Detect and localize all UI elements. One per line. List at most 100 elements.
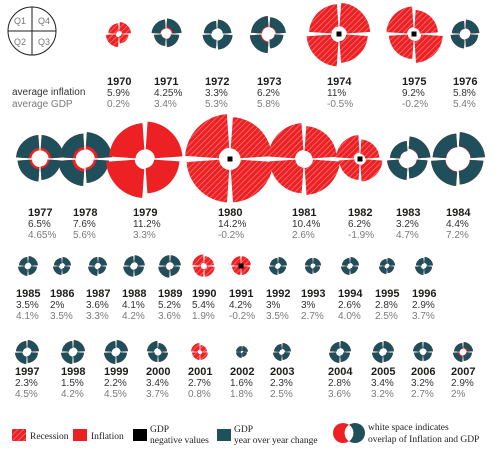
year-label-2005: 2005 (371, 366, 395, 378)
gdp-wedge-2003-q2 (273, 352, 282, 361)
inflation-wedge-1975-q3 (414, 34, 443, 63)
gdp-wedge-1995-q3 (387, 266, 395, 274)
inflation-value-1976: 5.8% (453, 88, 476, 99)
inflation-value-1994: 2.6% (338, 300, 361, 311)
year-label-2007: 2007 (451, 366, 475, 378)
inflation-value-1981: 10.4% (292, 219, 320, 230)
legend-gdp-swatch (217, 429, 231, 441)
gdp-wedge-2006-q1 (413, 342, 423, 352)
inflation-wedge-1990-q1 (192, 254, 204, 266)
inflation-value-2005: 3.4% (371, 378, 394, 389)
gdp-wedge-2002-q4 (242, 346, 248, 352)
gdp-wedge-1989-q1 (159, 255, 170, 266)
gdp-wedge-1992-q2 (269, 266, 278, 275)
gdp-wedge-1996-q1 (415, 257, 424, 266)
gdp-value-1975: -0.2% (402, 99, 428, 110)
year-label-1976: 1976 (453, 76, 477, 88)
legend-recession-label: Recession (30, 432, 69, 442)
year-label-1983: 1983 (396, 207, 420, 219)
gdp-wedge-1989-q3 (170, 266, 180, 276)
gdp-wedge-1984-q3 (458, 159, 484, 185)
inflation-wedge-1974-q1 (309, 4, 339, 34)
inflation-wedge-1991-q1 (231, 256, 241, 266)
inflation-value-1988: 4.1% (122, 300, 145, 311)
inflation-wedge-1975-q1 (386, 6, 414, 34)
gdp-value-1999: 4.5% (104, 389, 127, 400)
year-label-1992: 1992 (266, 288, 290, 300)
inflation-wedge-1980-q2 (186, 159, 230, 203)
inflation-value-2000: 3.4% (146, 378, 169, 389)
gdp-wedge-1977-q1 (16, 135, 40, 159)
inflation-wedge-1970-q1 (108, 23, 119, 34)
year-label-1975: 1975 (402, 76, 426, 88)
gdp-wedge-1986-q2 (53, 266, 62, 275)
inflation-value-2006: 3.2% (411, 378, 434, 389)
inflation-value-1984: 4.4% (446, 219, 469, 230)
gdp-wedge-1995-q4 (387, 257, 396, 266)
year-label-1994: 1994 (338, 288, 363, 300)
gdp-wedge-2002-q1 (236, 346, 242, 352)
year-label-2001: 2001 (188, 366, 212, 378)
gdp-wedge-1986-q3 (62, 266, 71, 275)
year-label-1990: 1990 (192, 288, 216, 300)
gdp-wedge-1987-q2 (88, 266, 98, 276)
year-label-1978: 1978 (73, 207, 97, 219)
gdp-value-1976: 5.4% (453, 99, 476, 110)
legend-inflation-swatch (73, 429, 87, 441)
gdp-wedge-1978-q1 (59, 133, 85, 159)
gdp-wedge-1997-q3 (27, 352, 38, 363)
year-label-1997: 1997 (15, 366, 39, 378)
gdp-negative-mark-1974 (336, 31, 342, 37)
gdp-value-2007: 2% (451, 389, 466, 400)
inflation-value-1983: 3.2% (396, 219, 419, 230)
gdp-wedge-1973-q2 (249, 34, 269, 54)
inflation-value-1987: 3.6% (86, 300, 109, 311)
inflation-wedge-1975-q4 (414, 10, 438, 34)
year-label-1970: 1970 (107, 76, 131, 88)
gdp-wedge-1976-q2 (450, 34, 465, 49)
gdp-value-1986: 3.5% (50, 311, 73, 322)
year-label-1977: 1977 (28, 207, 52, 219)
legend-gdp-negative-label-1: GDP (150, 425, 169, 435)
gdp-wedge-1977-q4 (40, 135, 64, 159)
year-label-2004: 2004 (328, 366, 353, 378)
inflation-value-2004: 2.8% (328, 378, 351, 389)
gdp-value-1980: -0.2% (218, 230, 244, 241)
year-label-1981: 1981 (292, 207, 316, 219)
inflation-value-1992: 3% (266, 300, 281, 311)
inflation-value-1971: 4.25% (154, 88, 182, 99)
gdp-value-2000: 3.7% (146, 389, 169, 400)
inflation-wedge-2001-q1 (191, 343, 200, 352)
inflation-wedge-1981-q2 (269, 159, 304, 194)
legend-overlap-label-2: overlap of Inflation and GDP (368, 434, 479, 445)
year-glyphs: 19705.9%0.2%19714.25%3.4%19723.3%5.3%197… (15, 2, 485, 400)
gdp-wedge-2007-q2 (453, 352, 463, 362)
gdp-wedge-1993-q1 (304, 257, 313, 266)
gdp-wedge-1977-q2 (17, 159, 40, 182)
legend-overlap-white-lens (344, 424, 354, 442)
gdp-wedge-1994-q1 (341, 257, 350, 266)
gdp-wedge-1984-q1 (432, 133, 458, 159)
gdp-wedge-1971-q2 (154, 34, 166, 46)
gdp-value-2005: 3.2% (371, 389, 394, 400)
inflation-wedge-1979-q1 (109, 123, 145, 159)
quarter-key-q4: Q4 (38, 16, 50, 26)
legend-inflation: Inflation (73, 429, 124, 442)
inflation-value-2007: 2.9% (451, 378, 474, 389)
gdp-wedge-1973-q4 (269, 17, 286, 34)
gdp-wedge-1985-q4 (28, 256, 38, 266)
gdp-wedge-1984-q4 (458, 132, 485, 159)
inflation-value-1978: 7.6% (73, 219, 96, 230)
gdp-wedge-1976-q3 (465, 34, 479, 48)
gdp-wedge-1993-q3 (313, 266, 321, 274)
inflation-wedge-1990-q3 (204, 266, 215, 277)
